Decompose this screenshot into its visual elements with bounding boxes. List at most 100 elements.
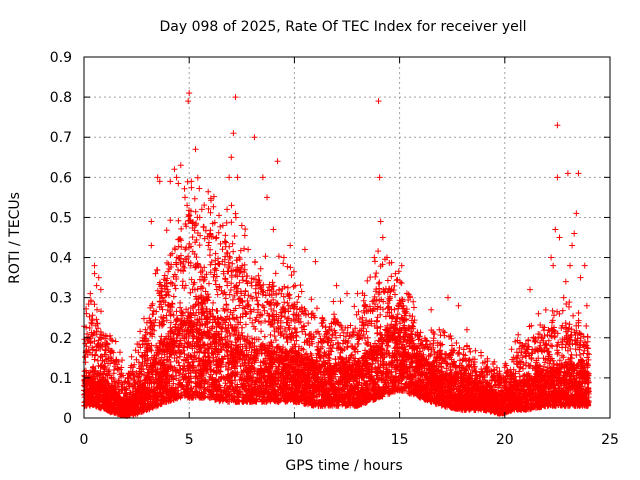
data-point	[245, 246, 252, 253]
data-point	[354, 290, 361, 297]
x-tick-label: 25	[601, 432, 619, 448]
data-point	[455, 302, 462, 309]
data-point	[95, 274, 102, 281]
data-point	[148, 242, 155, 249]
data-point	[398, 262, 405, 269]
data-point	[535, 310, 542, 317]
data-point	[301, 246, 308, 253]
data-point	[569, 242, 576, 249]
chart-title: Day 098 of 2025, Rate Of TEC Index for r…	[159, 19, 526, 35]
y-tick-label: 0.4	[50, 251, 72, 267]
data-point	[567, 262, 574, 269]
x-tick-label: 10	[285, 432, 303, 448]
data-point	[148, 218, 155, 225]
data-point	[186, 90, 193, 97]
y-axis-label: ROTI / TECUs	[7, 192, 23, 284]
x-axis-label: GPS time / hours	[285, 458, 402, 474]
data-point	[156, 178, 163, 185]
data-point	[192, 146, 199, 153]
data-point	[571, 230, 578, 237]
data-point	[560, 294, 567, 301]
y-tick-label: 0.8	[50, 90, 72, 106]
x-tick-label: 0	[80, 432, 89, 448]
y-tick-label: 0.3	[50, 291, 72, 307]
data-point	[226, 174, 233, 181]
data-point	[238, 222, 245, 229]
data-point	[552, 226, 559, 233]
x-tick-label: 15	[391, 432, 409, 448]
data-point	[91, 270, 98, 277]
data-point	[188, 178, 195, 185]
data-point	[377, 218, 384, 225]
data-point	[171, 166, 178, 173]
data-point	[444, 294, 451, 301]
data-point	[173, 174, 180, 181]
data-point	[562, 278, 569, 285]
y-tick-label: 0.7	[50, 130, 72, 146]
data-point	[548, 254, 555, 261]
data-point	[232, 94, 239, 101]
data-point	[556, 234, 563, 241]
data-point	[376, 174, 383, 181]
data-point	[583, 302, 590, 309]
data-point	[234, 174, 241, 181]
data-point	[407, 294, 414, 301]
data-point	[333, 282, 340, 289]
data-point	[251, 134, 258, 141]
data-point	[230, 130, 237, 137]
data-point	[274, 158, 281, 165]
data-point	[91, 262, 98, 269]
data-point	[224, 206, 231, 213]
axis-ticks	[83, 56, 611, 419]
data-point	[185, 98, 192, 105]
data-point	[577, 274, 584, 281]
data-point	[392, 270, 399, 277]
x-tick-label: 5	[185, 432, 194, 448]
tick-labels: 0 0.1 0.2 0.3 0.4 0.5 0.6 0.7 0.8 0.9 0 5 10 15 20 25	[50, 50, 619, 448]
data-point	[259, 174, 266, 181]
data-point	[375, 98, 382, 105]
y-tick-label: 0.5	[50, 210, 72, 226]
y-tick-label: 0.2	[50, 331, 72, 347]
data-point	[554, 174, 561, 181]
data-point	[270, 226, 277, 233]
data-point	[181, 194, 188, 201]
plot-frame	[83, 56, 611, 419]
y-tick-label: 0.1	[50, 371, 72, 387]
data-point	[564, 170, 571, 177]
data-point	[154, 174, 161, 181]
data-point	[287, 242, 294, 249]
data-point	[264, 194, 271, 201]
data-point	[312, 258, 319, 265]
data-point	[177, 162, 184, 169]
data-point	[554, 122, 561, 129]
data-point	[228, 154, 235, 161]
data-point	[371, 254, 378, 261]
data-point	[196, 214, 203, 221]
data-point	[167, 178, 174, 185]
x-tick-label: 20	[496, 432, 514, 448]
data-point	[527, 286, 534, 293]
y-tick-label: 0.9	[50, 50, 72, 66]
data-point	[379, 234, 386, 241]
y-tick-label: 0	[63, 411, 72, 427]
data-point	[207, 230, 214, 237]
data-point	[87, 290, 94, 297]
data-point	[152, 270, 159, 277]
data-point	[344, 290, 350, 297]
data-point	[428, 306, 435, 313]
data-point	[575, 170, 582, 177]
data-point	[550, 262, 557, 269]
data-point	[573, 210, 580, 217]
data-point	[581, 262, 588, 269]
y-tick-label: 0.6	[50, 170, 72, 186]
data-point	[184, 202, 191, 209]
data-point	[280, 254, 287, 261]
data-point	[97, 286, 104, 293]
data-point	[219, 222, 226, 229]
data-point	[383, 254, 390, 261]
data-point	[463, 326, 470, 333]
data-point	[93, 282, 100, 289]
